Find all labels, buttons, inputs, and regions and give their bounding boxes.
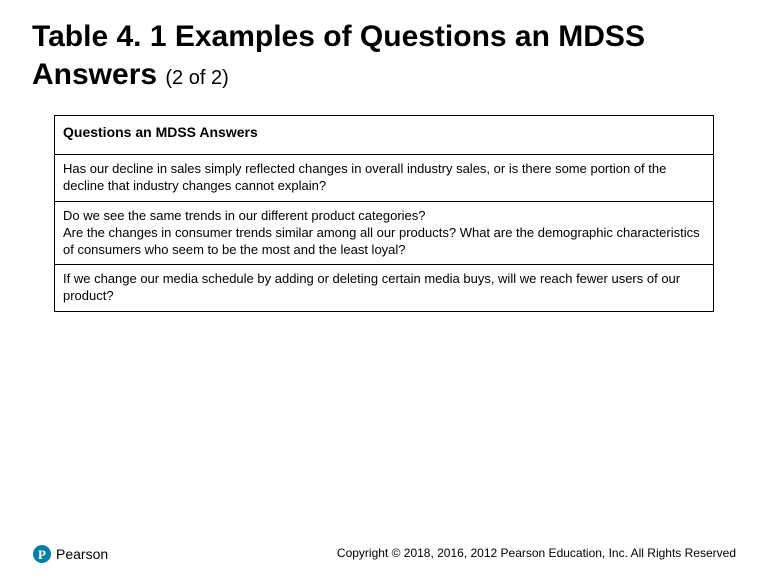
copyright-footer: Copyright © 2018, 2016, 2012 Pearson Edu… — [337, 546, 736, 560]
table-cell: If we change our media schedule by addin… — [55, 265, 714, 312]
title-main: Table 4. 1 Examples of Questions an MDSS… — [32, 20, 645, 91]
title-sub: (2 of 2) — [165, 67, 228, 89]
table-row: If we change our media schedule by addin… — [55, 265, 714, 312]
page-title: Table 4. 1 Examples of Questions an MDSS… — [32, 18, 736, 93]
table-cell: Has our decline in sales simply reflecte… — [55, 155, 714, 202]
mdss-table: Questions an MDSS Answers Has our declin… — [54, 115, 714, 312]
table-cell: Do we see the same trends in our differe… — [55, 201, 714, 265]
table-row: Do we see the same trends in our differe… — [55, 201, 714, 265]
pearson-logo: P Pearson — [32, 544, 108, 564]
pearson-logo-text: Pearson — [56, 546, 108, 562]
table-container: Questions an MDSS Answers Has our declin… — [54, 115, 714, 312]
table-row: Has our decline in sales simply reflecte… — [55, 155, 714, 202]
slide: Table 4. 1 Examples of Questions an MDSS… — [0, 0, 768, 578]
table-header: Questions an MDSS Answers — [55, 116, 714, 155]
pearson-logo-icon: P — [32, 544, 52, 564]
svg-text:P: P — [38, 547, 46, 562]
